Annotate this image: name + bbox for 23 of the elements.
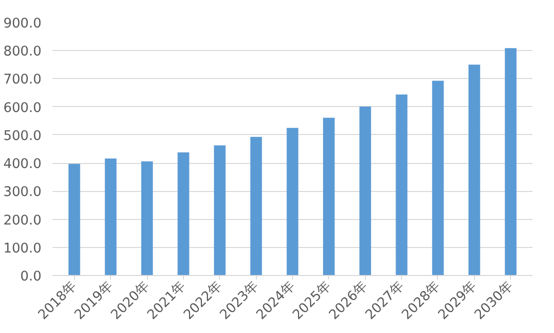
bar — [359, 106, 372, 276]
bar — [323, 118, 335, 276]
bar — [504, 48, 516, 276]
bar — [468, 64, 480, 276]
y-tick-label: 200.0 — [3, 213, 42, 228]
y-tick-label: 600.0 — [3, 100, 42, 116]
bar — [250, 136, 262, 276]
y-tick-label: 900.0 — [3, 16, 42, 32]
y-tick-label: 400.0 — [3, 157, 42, 172]
bar — [178, 152, 190, 276]
bar — [68, 164, 80, 276]
bar — [286, 128, 298, 276]
y-tick-label: 300.0 — [3, 185, 42, 200]
y-tick-label: 700.0 — [3, 72, 42, 88]
bar — [432, 80, 444, 276]
y-tick-label: 800.0 — [3, 44, 42, 60]
bar — [214, 145, 226, 276]
bar — [141, 161, 153, 276]
bar — [396, 94, 408, 276]
y-tick-label: 500.0 — [3, 128, 42, 144]
y-tick-label: 0.0 — [20, 270, 42, 284]
y-tick-label: 100.0 — [3, 241, 42, 256]
bar — [104, 158, 116, 276]
